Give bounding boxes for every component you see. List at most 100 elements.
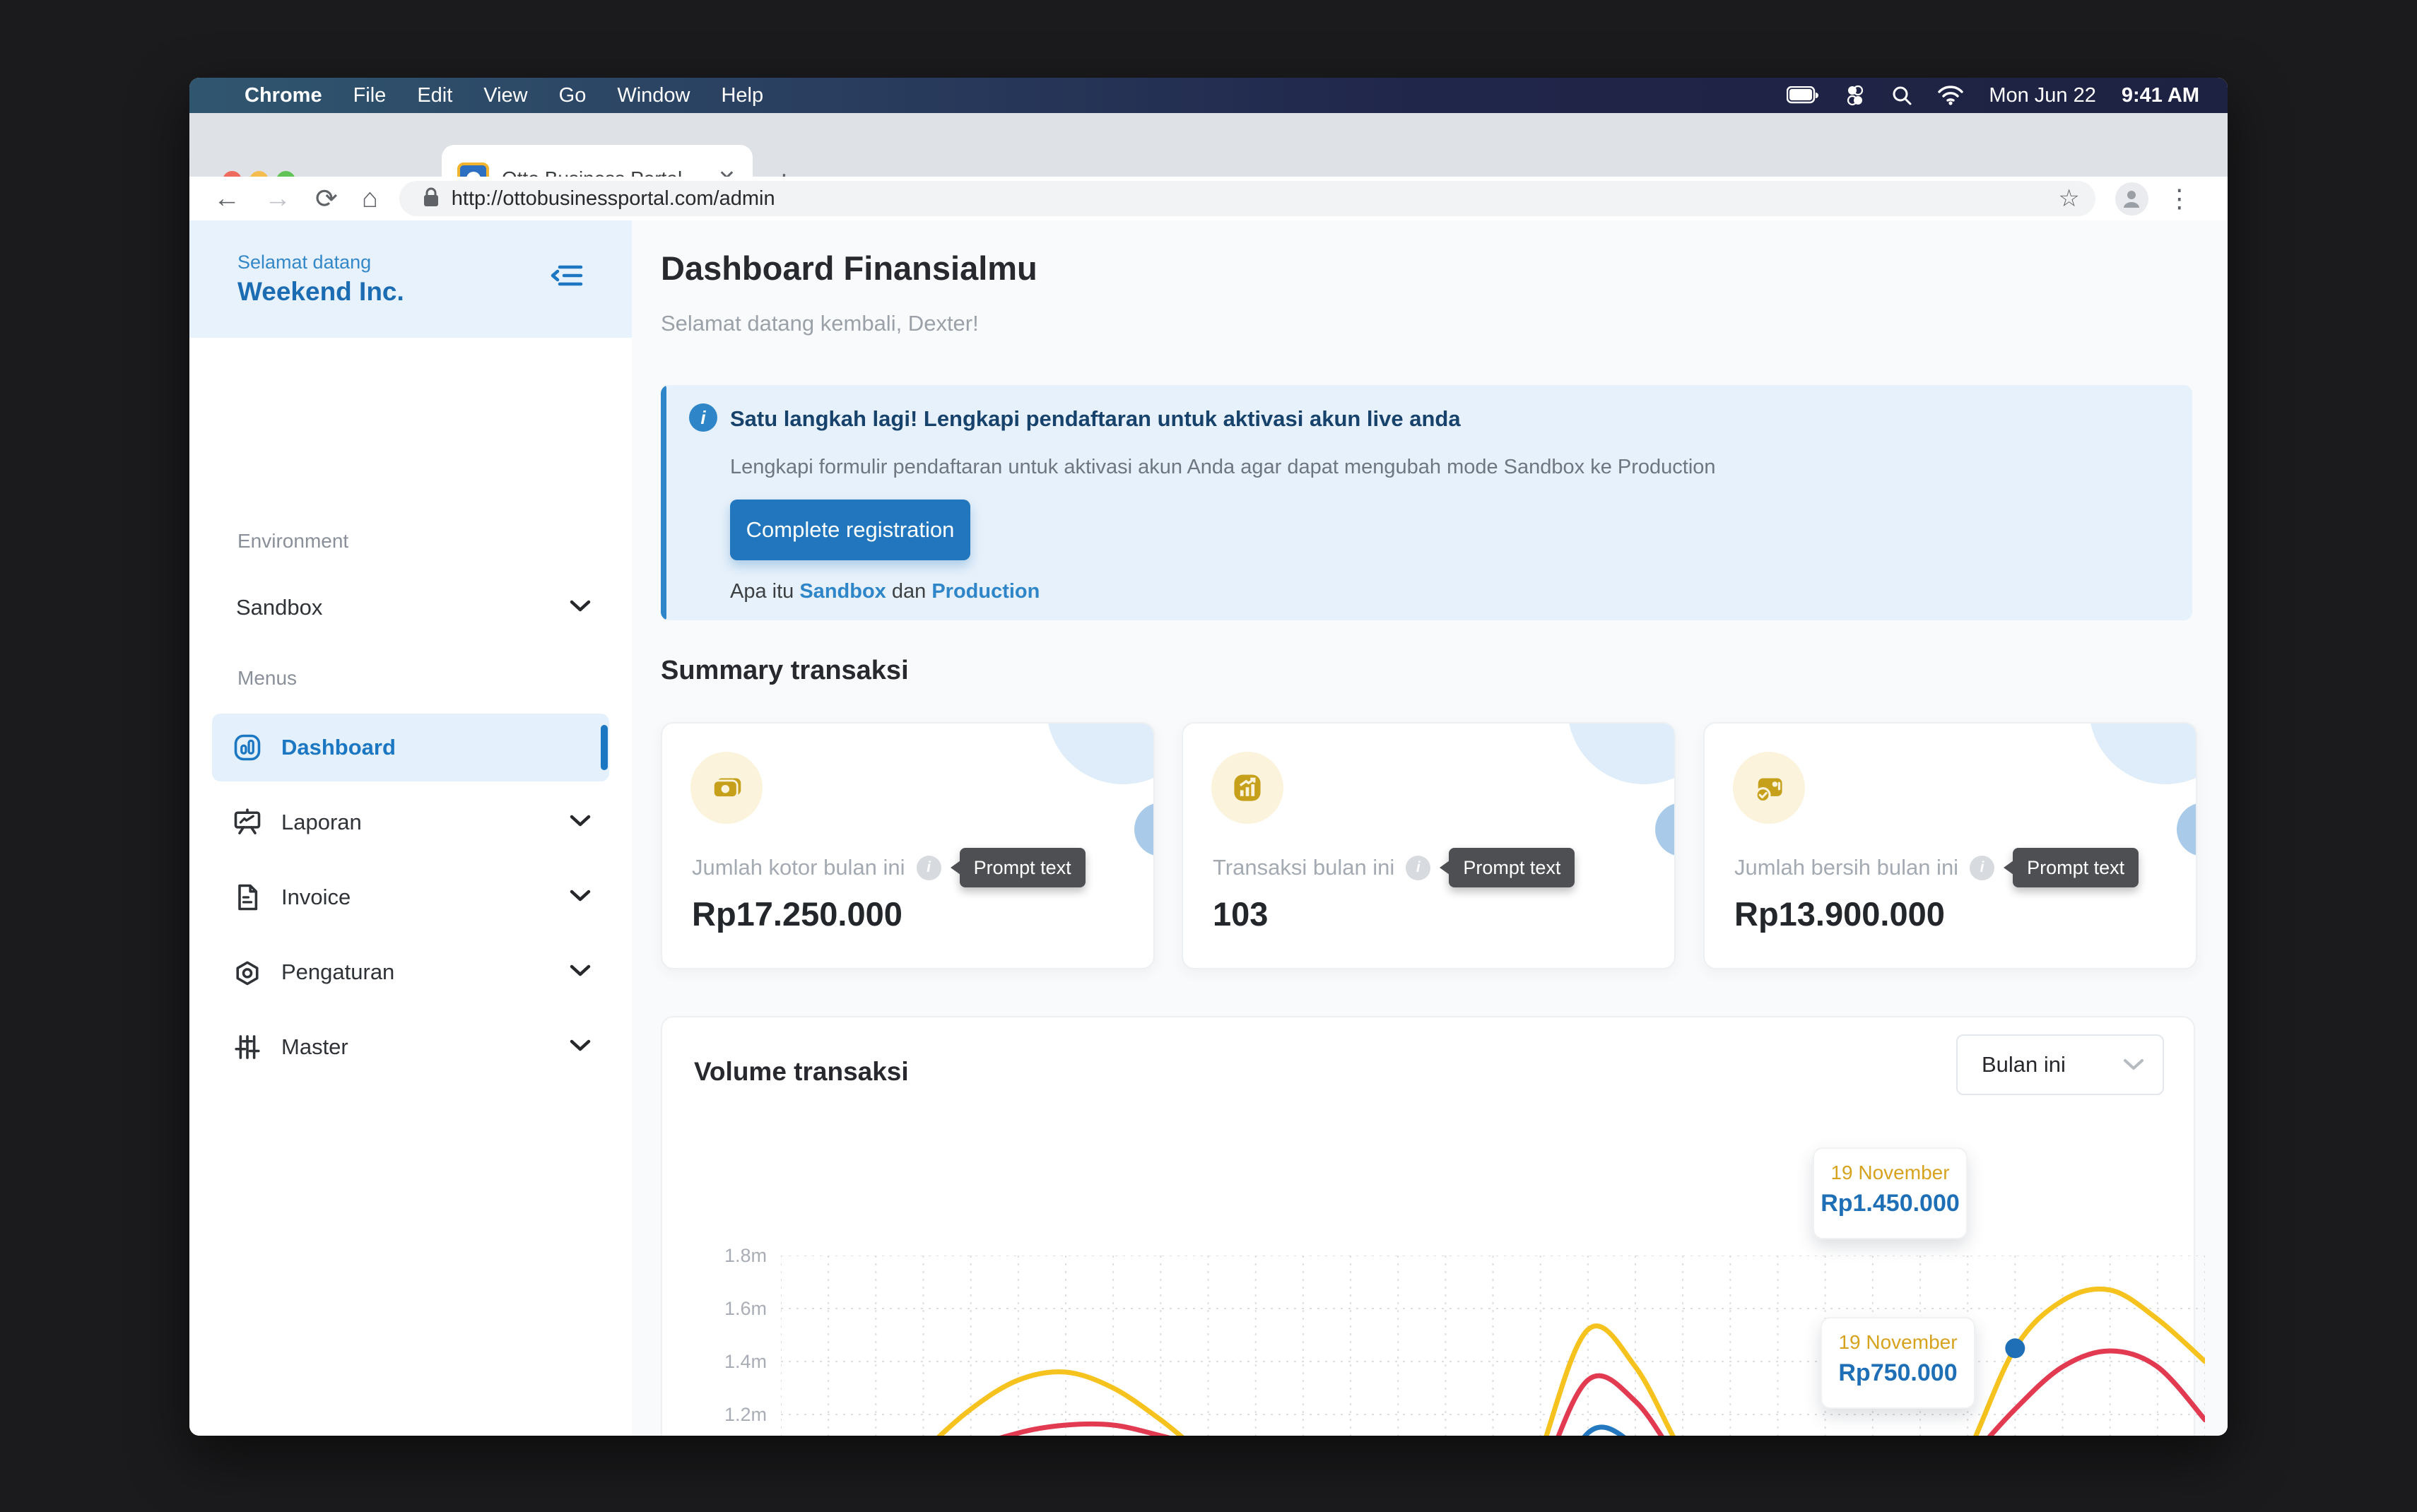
url-text[interactable]: http://ottobusinessportal.com/admin	[451, 187, 775, 210]
page-title: Dashboard Finansialmu	[661, 249, 1037, 287]
sidebar-item-label: Master	[281, 1034, 348, 1059]
tooltip: Prompt text	[2004, 848, 2139, 887]
info-icon: i	[689, 403, 717, 432]
browser-menu-icon[interactable]: ⋮	[2166, 184, 2192, 213]
sidebar-item-label: Laporan	[281, 810, 362, 834]
card-value: Rp13.900.000	[1734, 895, 1945, 933]
chevron-down-icon	[570, 600, 591, 616]
period-filter-dropdown[interactable]: Bulan ini	[1956, 1034, 2164, 1095]
y-axis-tick: 1.6m	[724, 1298, 767, 1319]
tooltip-date: 19 November	[1838, 1331, 1958, 1353]
decor-circle	[2089, 723, 2196, 784]
registration-banner: i Satu langkah lagi! Lengkapi pendaftara…	[661, 385, 2192, 620]
menu-chrome[interactable]: Chrome	[245, 83, 322, 107]
control-center-icon[interactable]	[1845, 85, 1866, 106]
report-board-icon	[232, 807, 263, 838]
y-axis-labels: 1.8m1.6m1.4m1.2m1m800k600k	[662, 1245, 767, 1436]
chart-tooltip-blue: 19 November Rp750.000	[1821, 1317, 1975, 1409]
line-chart[interactable]	[781, 1256, 2205, 1436]
reload-icon[interactable]: ⟳	[315, 184, 338, 214]
home-icon[interactable]: ⌂	[361, 183, 378, 213]
summary-card-bersih: Jumlah bersih bulan ini i Prompt text Rp…	[1703, 722, 2197, 969]
summary-card-transaksi: Transaksi bulan ini i Prompt text 103	[1182, 722, 1676, 969]
environment-select[interactable]: Sandbox	[212, 574, 609, 642]
period-filter-value: Bulan ini	[1982, 1052, 2066, 1077]
chart-up-icon	[1211, 752, 1283, 824]
menu-window[interactable]: Window	[617, 83, 690, 107]
dashboard-icon	[232, 732, 263, 763]
banner-accent-bar	[661, 385, 666, 620]
info-icon[interactable]: i	[916, 855, 941, 880]
menus-label: Menus	[237, 667, 298, 689]
bookmark-star-icon[interactable]: ☆	[2058, 185, 2080, 212]
info-icon[interactable]: i	[1406, 855, 1431, 880]
wifi-icon[interactable]	[1938, 85, 1964, 105]
browser-toolbar: ← → ⟳ ⌂ http://ottobusinessportal.com/ad…	[189, 177, 2228, 222]
chart-tooltip-yellow: 19 November Rp1.450.000	[1813, 1147, 1968, 1239]
banknote-icon	[690, 752, 763, 824]
sidebar-item-pengaturan[interactable]: Pengaturan	[212, 938, 609, 1006]
main-content: Dashboard Finansialmu Selamat datang kem…	[632, 220, 2228, 1436]
sandbox-link[interactable]: Sandbox	[799, 580, 886, 603]
sidebar-item-master[interactable]: Master	[212, 1013, 609, 1081]
summary-heading: Summary transaksi	[661, 656, 909, 685]
menubar-date[interactable]: Mon Jun 22	[1989, 83, 2096, 107]
back-icon[interactable]: ←	[213, 183, 240, 213]
settings-icon	[232, 957, 263, 988]
macos-menu-bar: Chrome File Edit View Go Window Help	[189, 78, 2228, 113]
banner-footnote: Apa itu Sandbox dan Production	[730, 580, 1040, 603]
environment-label: Environment	[237, 530, 349, 552]
invoice-document-icon	[232, 882, 263, 913]
menu-view[interactable]: View	[483, 83, 528, 107]
chart-title: Volume transaksi	[694, 1057, 909, 1086]
tooltip-value: Rp750.000	[1838, 1359, 1958, 1386]
production-link[interactable]: Production	[931, 580, 1040, 603]
tooltip-date: 19 November	[1830, 1162, 1950, 1183]
summary-card-kotor: Jumlah kotor bulan ini i Prompt text Rp1…	[661, 722, 1155, 969]
info-icon[interactable]: i	[1970, 855, 1995, 880]
volume-chart-card: Volume transaksi Bulan ini 1.8m 1.6m 1.4m 1…	[661, 1016, 2205, 1436]
tooltip-value: Rp1.450.000	[1821, 1190, 1960, 1217]
menu-edit[interactable]: Edit	[417, 83, 453, 107]
sidebar-item-laporan[interactable]: Laporan	[212, 789, 609, 856]
complete-registration-button[interactable]: Complete registration	[730, 500, 970, 560]
sidebar-greeting: Selamat datang	[237, 252, 372, 273]
menubar-time[interactable]: 9:41 AM	[2121, 83, 2199, 107]
sidebar-item-dashboard[interactable]: Dashboard	[212, 714, 609, 781]
tab-strip: Otto Business Portal ✕ +	[189, 113, 2228, 212]
chevron-down-icon	[570, 964, 591, 981]
chevron-down-icon	[2124, 1059, 2143, 1070]
forward-icon[interactable]: →	[264, 183, 291, 213]
battery-icon[interactable]	[1787, 86, 1819, 105]
menu-help[interactable]: Help	[721, 83, 764, 107]
chevron-down-icon	[570, 890, 591, 906]
y-axis-tick: 1.8m	[724, 1245, 767, 1266]
address-bar[interactable]: http://ottobusinessportal.com/admin ☆	[399, 181, 2095, 216]
menu-go[interactable]: Go	[558, 83, 587, 107]
footnote-text: dan	[886, 580, 932, 603]
lock-icon	[422, 187, 440, 211]
sidebar-item-label: Dashboard	[281, 735, 396, 760]
decor-circle	[1568, 723, 1674, 784]
page-subtitle: Selamat datang kembali, Dexter!	[661, 311, 979, 336]
decor-circle-small	[1655, 803, 1674, 856]
sidebar-header: Selamat datang Weekend Inc.	[189, 220, 632, 338]
sidebar-item-invoice[interactable]: Invoice	[212, 863, 609, 931]
y-axis-tick: 1.4m	[724, 1351, 767, 1372]
chevron-down-icon	[570, 815, 591, 831]
chevron-down-icon	[570, 1039, 591, 1056]
collapse-sidebar-icon[interactable]	[550, 261, 584, 293]
card-label: Transaksi bulan ini	[1213, 855, 1395, 880]
menu-file[interactable]: File	[353, 83, 387, 107]
sidebar-item-label: Invoice	[281, 885, 351, 909]
y-axis-tick: 1.2m	[724, 1404, 767, 1425]
active-indicator	[601, 725, 608, 770]
card-label: Jumlah bersih bulan ini	[1734, 855, 1959, 880]
sidebar-item-label: Pengaturan	[281, 959, 395, 984]
spotlight-search-icon[interactable]	[1891, 85, 1912, 106]
tooltip: Prompt text	[1440, 848, 1575, 887]
sidebar-company-name: Weekend Inc.	[237, 277, 404, 306]
profile-avatar-icon[interactable]	[2115, 182, 2148, 215]
banner-body: Lengkapi formulir pendaftaran untuk akti…	[730, 456, 1716, 478]
